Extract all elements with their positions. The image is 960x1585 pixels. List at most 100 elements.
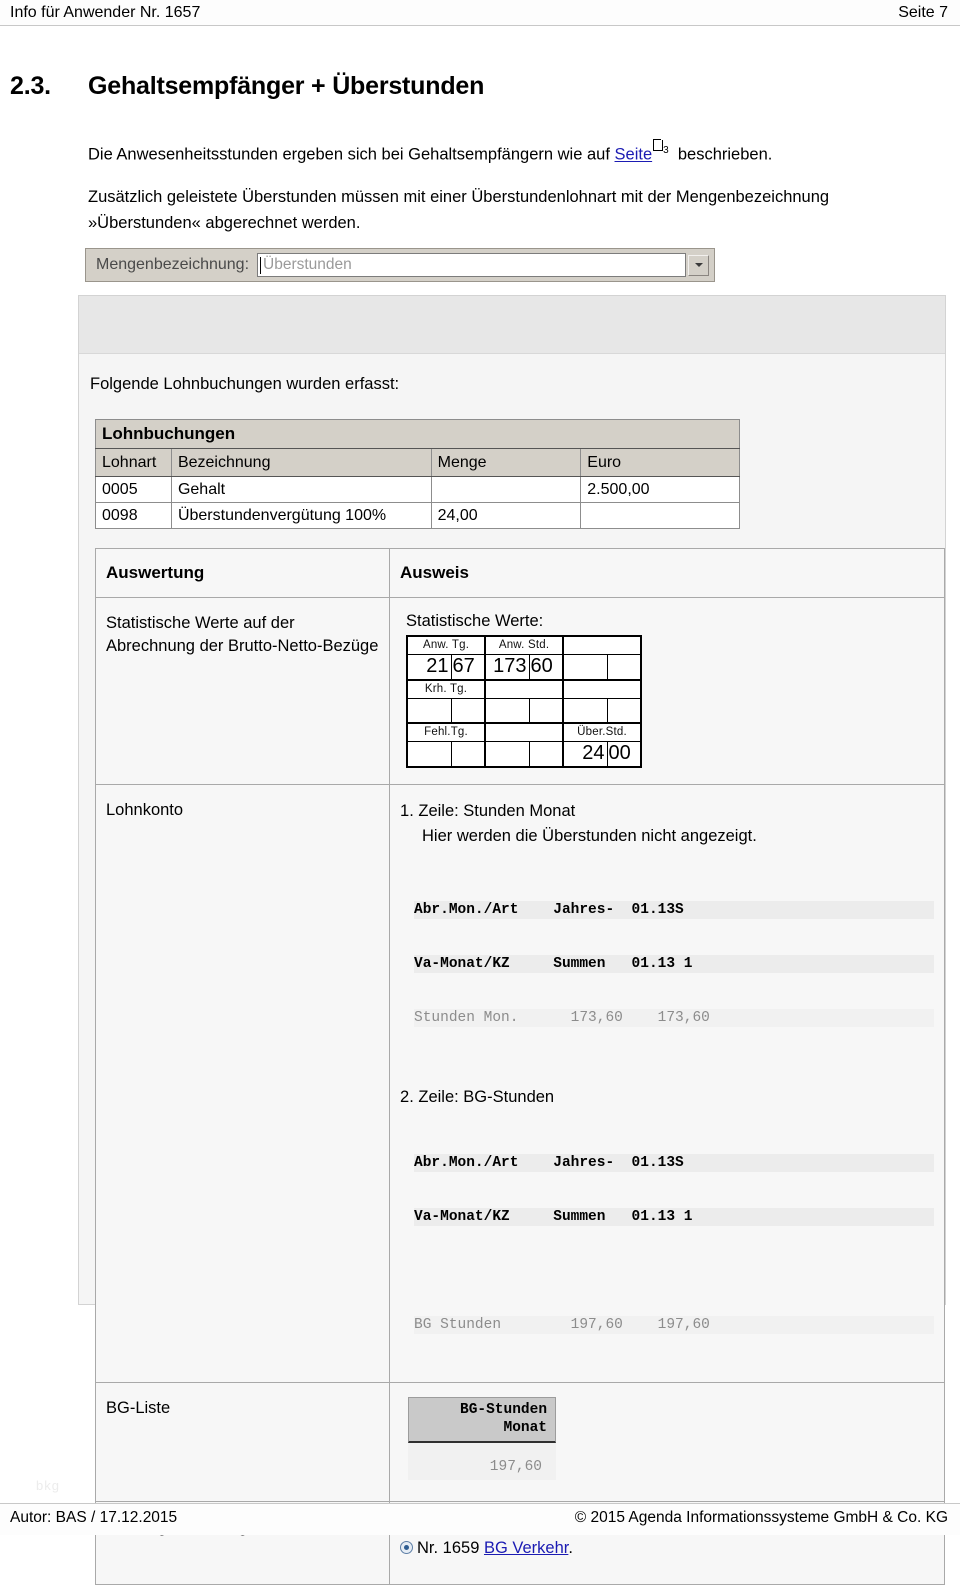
stat-value-g2-col3-dec bbox=[606, 697, 643, 724]
bg-box-head-line1: BG-Stunden bbox=[460, 1402, 548, 1418]
stat-grid-caption: Statistische Werte: bbox=[406, 612, 544, 630]
header-page-number: Seite 7 bbox=[898, 4, 948, 21]
zeile1-subtext: Hier werden die Überstunden nicht angeze… bbox=[422, 827, 757, 845]
sv-line-2: Nr. 1659 BG Verkehr. bbox=[400, 1535, 934, 1561]
report1-line1: Abr.Mon./Art Jahres- 01.13S bbox=[414, 901, 934, 919]
stat-label-anw-std: Anw. Std. bbox=[484, 635, 564, 655]
lohnbuchungen-table: Lohnbuchungen Lohnart Bezeichnung Menge … bbox=[95, 419, 740, 529]
footer-author: Autor: BAS / 17.12.2015 bbox=[10, 1509, 178, 1526]
bg-box-head-line2: Monat bbox=[503, 1420, 548, 1436]
stat-value-g3-col2-int bbox=[484, 741, 530, 768]
intro-paragraph-2: Zusätzlich geleistete Überstunden müssen… bbox=[88, 188, 830, 232]
lohnkonto-report-block-2: Abr.Mon./Art Jahres- 01.13S Va-Monat/KZ … bbox=[414, 1118, 934, 1370]
stat-value-g2-col2-dec bbox=[528, 697, 564, 724]
stat-value-krh-tg-dec bbox=[450, 697, 486, 724]
intro-text-before: Die Anwesenheitsstunden ergeben sich bei… bbox=[88, 145, 615, 164]
row-content-statistische-werte: Statistische Werte: Anw. Tg. Anw. Std. bbox=[389, 597, 945, 785]
stat-value-anw-std-dec: 60 bbox=[528, 654, 564, 680]
cell-menge bbox=[430, 476, 582, 503]
page-footer: Autor: BAS / 17.12.2015 © 2015 Agenda In… bbox=[0, 1503, 960, 1535]
intro-paragraph-1: Die Anwesenheitsstunden ergeben sich bei… bbox=[88, 138, 938, 168]
report1-line3: Stunden Mon. 173,60 173,60 bbox=[414, 1009, 934, 1027]
mengenbezeichnung-field-group: Mengenbezeichnung: Überstunden bbox=[85, 248, 715, 282]
panel-top-strip bbox=[79, 296, 945, 354]
radio-bullet-icon bbox=[400, 1541, 414, 1554]
mengenbezeichnung-value: Überstunden bbox=[263, 256, 352, 273]
stat-label-anw-tg: Anw. Tg. bbox=[406, 635, 486, 655]
stat-value-col3-dec bbox=[606, 654, 643, 680]
table-row: 0005 Gehalt 2.500,00 bbox=[95, 476, 740, 503]
stat-label-row: Anw. Tg. Anw. Std. bbox=[406, 635, 643, 655]
stat-value-row bbox=[406, 697, 643, 724]
row-content-lohnkonto: 1. Zeile: Stunden Monat Hier werden die … bbox=[389, 784, 945, 1383]
stat-value-anw-std-int: 173 bbox=[484, 654, 530, 680]
cell-bezeichnung: Überstundenvergütung 100% bbox=[170, 502, 432, 529]
table-title-row: Lohnbuchungen bbox=[95, 419, 740, 449]
stat-label-fehl-tg: Fehl.Tg. bbox=[406, 722, 486, 742]
cell-menge: 24,00 bbox=[430, 502, 582, 529]
statistische-werte-grid: Anw. Tg. Anw. Std. 21 67 173 60 bbox=[406, 635, 643, 768]
zeile1-label: 1. Zeile: Stunden Monat bbox=[400, 802, 576, 820]
table-header-row: Lohnart Bezeichnung Menge Euro bbox=[95, 448, 740, 477]
stat-value-ueber-std-dec: 00 bbox=[606, 741, 643, 768]
stat-label-row: Krh. Tg. bbox=[406, 678, 643, 699]
stat-value-g3-col2-dec bbox=[528, 741, 564, 768]
table-row-lohnkonto: Lohnkonto 1. Zeile: Stunden Monat Hier w… bbox=[94, 784, 945, 1383]
column-header-euro: Euro bbox=[580, 448, 740, 477]
stat-label-krh-tg: Krh. Tg. bbox=[406, 678, 486, 699]
section-number: 2.3. bbox=[10, 72, 51, 100]
report1-line2: Va-Monat/KZ Summen 01.13 1 bbox=[414, 955, 934, 973]
stat-value-anw-tg-int: 21 bbox=[406, 654, 452, 680]
row-label-statistische-werte: Statistische Werte auf der Abrechnung de… bbox=[94, 597, 391, 785]
zeile2-label: 2. Zeile: BG-Stunden bbox=[400, 1088, 555, 1106]
bg-stunden-box-header: BG-Stunden Monat bbox=[408, 1397, 557, 1443]
stat-value-row: 24 00 bbox=[406, 741, 643, 768]
stat-label-col3 bbox=[562, 635, 643, 655]
page-header: Info für Anwender Nr. 1657 Seite 7 bbox=[0, 0, 960, 26]
stat-value-row: 21 67 173 60 bbox=[406, 654, 643, 680]
column-header-menge: Menge bbox=[430, 448, 582, 477]
stat-value-fehl-tg-int bbox=[406, 741, 452, 768]
stat-value-g2-col2-int bbox=[484, 697, 530, 724]
report2-line3: BG Stunden 197,60 197,60 bbox=[414, 1316, 934, 1334]
column-header-bezeichnung: Bezeichnung bbox=[170, 448, 432, 477]
cell-euro bbox=[580, 502, 740, 529]
stat-value-krh-tg-int bbox=[406, 697, 452, 724]
bg-stunden-box: BG-Stunden Monat 197,60 bbox=[408, 1397, 557, 1480]
section-title: Gehaltsempfänger + Überstunden bbox=[88, 72, 485, 100]
lohnkonto-report-block-1: Abr.Mon./Art Jahres- 01.13S Va-Monat/KZ … bbox=[414, 865, 934, 1063]
table-row-statistische-werte: Statistische Werte auf der Abrechnung de… bbox=[94, 597, 945, 785]
stat-label-row: Fehl.Tg. Über.Std. bbox=[406, 722, 643, 742]
seite-link[interactable]: Seite bbox=[614, 145, 653, 164]
stat-value-ueber-std-int: 24 bbox=[562, 741, 608, 768]
cell-lohnart: 0005 bbox=[95, 476, 172, 503]
column-header-ausweis: Ausweis bbox=[389, 548, 945, 598]
stat-value-anw-tg-dec: 67 bbox=[450, 654, 486, 680]
header-doc-title: Info für Anwender Nr. 1657 bbox=[10, 4, 201, 21]
stat-value-g2-col3-int bbox=[562, 697, 608, 724]
footer-copyright: © 2015 Agenda Informationssysteme GmbH &… bbox=[574, 1509, 948, 1526]
cell-lohnart: 0098 bbox=[95, 502, 172, 529]
stat-value-col3-int bbox=[562, 654, 608, 680]
page-title: 2.3. Gehaltsempfänger + Überstunden bbox=[10, 72, 930, 101]
column-header-lohnart: Lohnart bbox=[95, 448, 172, 477]
background-watermark: bkg bbox=[36, 1478, 60, 1493]
cell-euro: 2.500,00 bbox=[580, 476, 740, 503]
bg-stunden-value: 197,60 bbox=[408, 1443, 557, 1480]
chevron-down-icon[interactable] bbox=[688, 254, 709, 276]
mengenbezeichnung-label: Mengenbezeichnung: bbox=[96, 256, 250, 273]
mengenbezeichnung-input[interactable]: Überstunden bbox=[257, 253, 686, 277]
main-table-header-row: Auswertung Ausweis bbox=[94, 548, 945, 598]
sv-link-suffix: . bbox=[568, 1539, 573, 1557]
report2-line2: Va-Monat/KZ Summen 01.13 1 bbox=[414, 1208, 934, 1226]
bg-verkehr-link[interactable]: BG Verkehr bbox=[483, 1539, 569, 1557]
auswertung-ausweis-table: Auswertung Ausweis Statistische Werte au… bbox=[94, 548, 945, 1585]
column-header-auswertung: Auswertung bbox=[94, 548, 391, 598]
sv-link-prefix: Nr. 1659 bbox=[417, 1539, 484, 1557]
lohnbuchungen-title: Lohnbuchungen bbox=[95, 419, 740, 449]
table-row-bg-liste: BG-Liste BG-Stunden Monat 197,60 bbox=[94, 1382, 945, 1502]
stat-label-g2-col3 bbox=[562, 678, 643, 699]
cell-bezeichnung: Gehalt bbox=[170, 476, 432, 503]
report2-line1: Abr.Mon./Art Jahres- 01.13S bbox=[414, 1154, 934, 1172]
stat-value-fehl-tg-dec bbox=[450, 741, 486, 768]
